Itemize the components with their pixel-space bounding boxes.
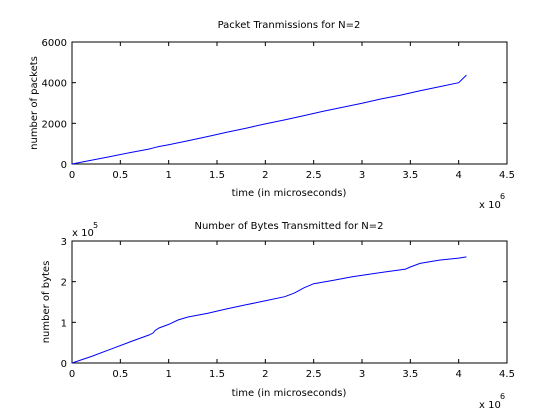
x-tick-label: 3.5 <box>402 170 418 181</box>
x-tick-label: 1 <box>165 369 171 380</box>
x-tick-label: 4.5 <box>499 369 515 380</box>
x-multiplier: x 10 <box>479 200 501 211</box>
packets-plot: Packet Tranmissions for N=2 0 0.5 1 1.5 2 2.5… <box>29 20 515 211</box>
y-multiplier-exponent: 5 <box>93 221 98 230</box>
packets-series-line <box>71 74 467 165</box>
x-axis-label: time (in microseconds) <box>232 188 347 199</box>
x-tick-label: 2 <box>262 170 268 181</box>
y-multiplier: x 10 <box>72 228 94 239</box>
x-tick-label: 2.5 <box>306 369 322 380</box>
y-axis-label: number of bytes <box>41 261 52 344</box>
x-tick-label: 1 <box>165 170 171 181</box>
plot-title: Packet Tranmissions for N=2 <box>218 20 361 31</box>
x-tick-label: 3.5 <box>402 369 418 380</box>
x-axis-label: time (in microseconds) <box>232 388 347 399</box>
axes-frame <box>71 41 508 165</box>
y-tick-label: 2000 <box>42 119 67 130</box>
y-tick-label: 3 <box>61 237 67 248</box>
x-tick-label: 4 <box>455 170 461 181</box>
x-ticks: 0 0.5 1 1.5 2 2.5 3 3.5 4 4.5 <box>69 241 515 380</box>
x-tick-label: 0.5 <box>112 170 128 181</box>
y-tick-label: 4000 <box>42 79 67 90</box>
x-multiplier-exponent: 6 <box>500 192 505 201</box>
x-tick-label: 3 <box>359 170 365 181</box>
x-tick-label: 1.5 <box>209 369 225 380</box>
x-tick-label: 4 <box>455 369 461 380</box>
axes-frame <box>71 240 508 364</box>
y-tick-label: 6000 <box>42 38 67 49</box>
x-tick-label: 1.5 <box>209 170 225 181</box>
y-axis-label: number of packets <box>29 56 40 150</box>
plot-title: Number of Bytes Transmitted for N=2 <box>194 221 383 232</box>
y-tick-label: 1 <box>61 318 67 329</box>
y-ticks: 0 2000 4000 6000 <box>42 38 507 171</box>
y-tick-label: 0 <box>61 359 67 370</box>
x-tick-label: 3 <box>359 369 365 380</box>
y-ticks: 0 1 2 3 <box>61 237 507 370</box>
x-tick-label: 2.5 <box>306 170 322 181</box>
x-tick-label: 4.5 <box>499 170 515 181</box>
x-multiplier: x 10 <box>479 400 501 411</box>
x-multiplier-exponent: 6 <box>500 392 505 401</box>
y-tick-label: 2 <box>61 278 67 289</box>
bytes-plot: Number of Bytes Transmitted for N=2 0 0.5… <box>41 221 515 411</box>
bytes-series-line <box>71 256 467 364</box>
x-tick-label: 0.5 <box>112 369 128 380</box>
x-ticks: 0 0.5 1 1.5 2 2.5 3 3.5 4 4.5 <box>69 42 515 181</box>
x-tick-label: 2 <box>262 369 268 380</box>
x-tick-label: 0 <box>69 369 75 380</box>
x-tick-label: 0 <box>69 170 75 181</box>
y-tick-label: 0 <box>61 160 67 171</box>
